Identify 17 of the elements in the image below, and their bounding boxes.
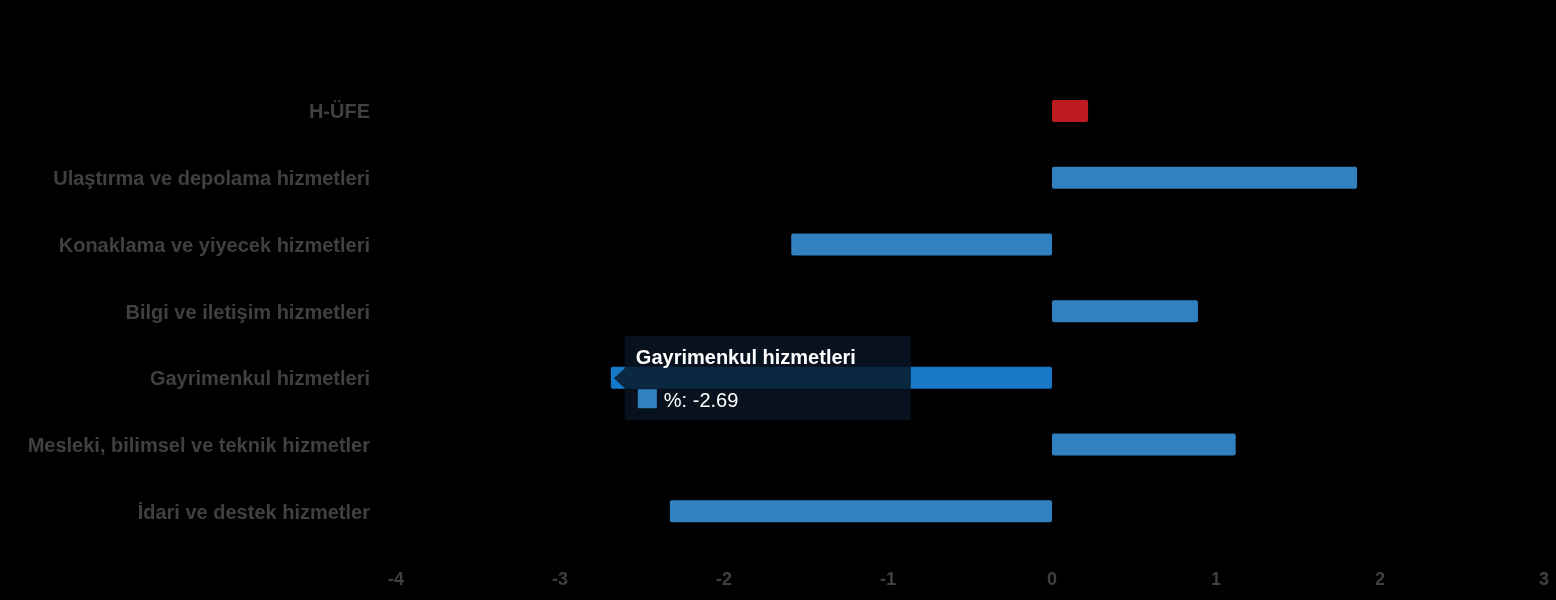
- x-tick-label: -1: [879, 568, 897, 589]
- y-tick-label: Konaklama ve yiyecek hizmetleri: [58, 233, 370, 256]
- x-tick-label: 3: [1538, 568, 1550, 589]
- x-tick-label: 1: [1210, 568, 1222, 589]
- x-tick-label: 0: [1046, 568, 1058, 589]
- y-tick-label: Ulaştırma ve depolama hizmetleri: [53, 167, 370, 190]
- y-tick-label: Gayrimenkul hizmetleri: [149, 367, 370, 390]
- x-tick-label: 2: [1374, 568, 1386, 589]
- y-tick-label: İdari ve destek hizmetler: [137, 500, 371, 523]
- y-tick-label: H-ÜFE: [308, 100, 370, 123]
- category-label: Gayrimenkul hizmetleri: [635, 346, 856, 369]
- x-tick-label: -4: [387, 568, 405, 589]
- y-tick-label: Bilgi ve iletişim hizmetleri: [125, 300, 370, 323]
- y-tick-label: Mesleki, bilimsel ve teknik hizmetler: [27, 434, 371, 457]
- x-tick-label: -2: [715, 568, 733, 589]
- data-label: %: -2.69: [663, 389, 739, 412]
- x-tick-label: -3: [551, 568, 569, 589]
